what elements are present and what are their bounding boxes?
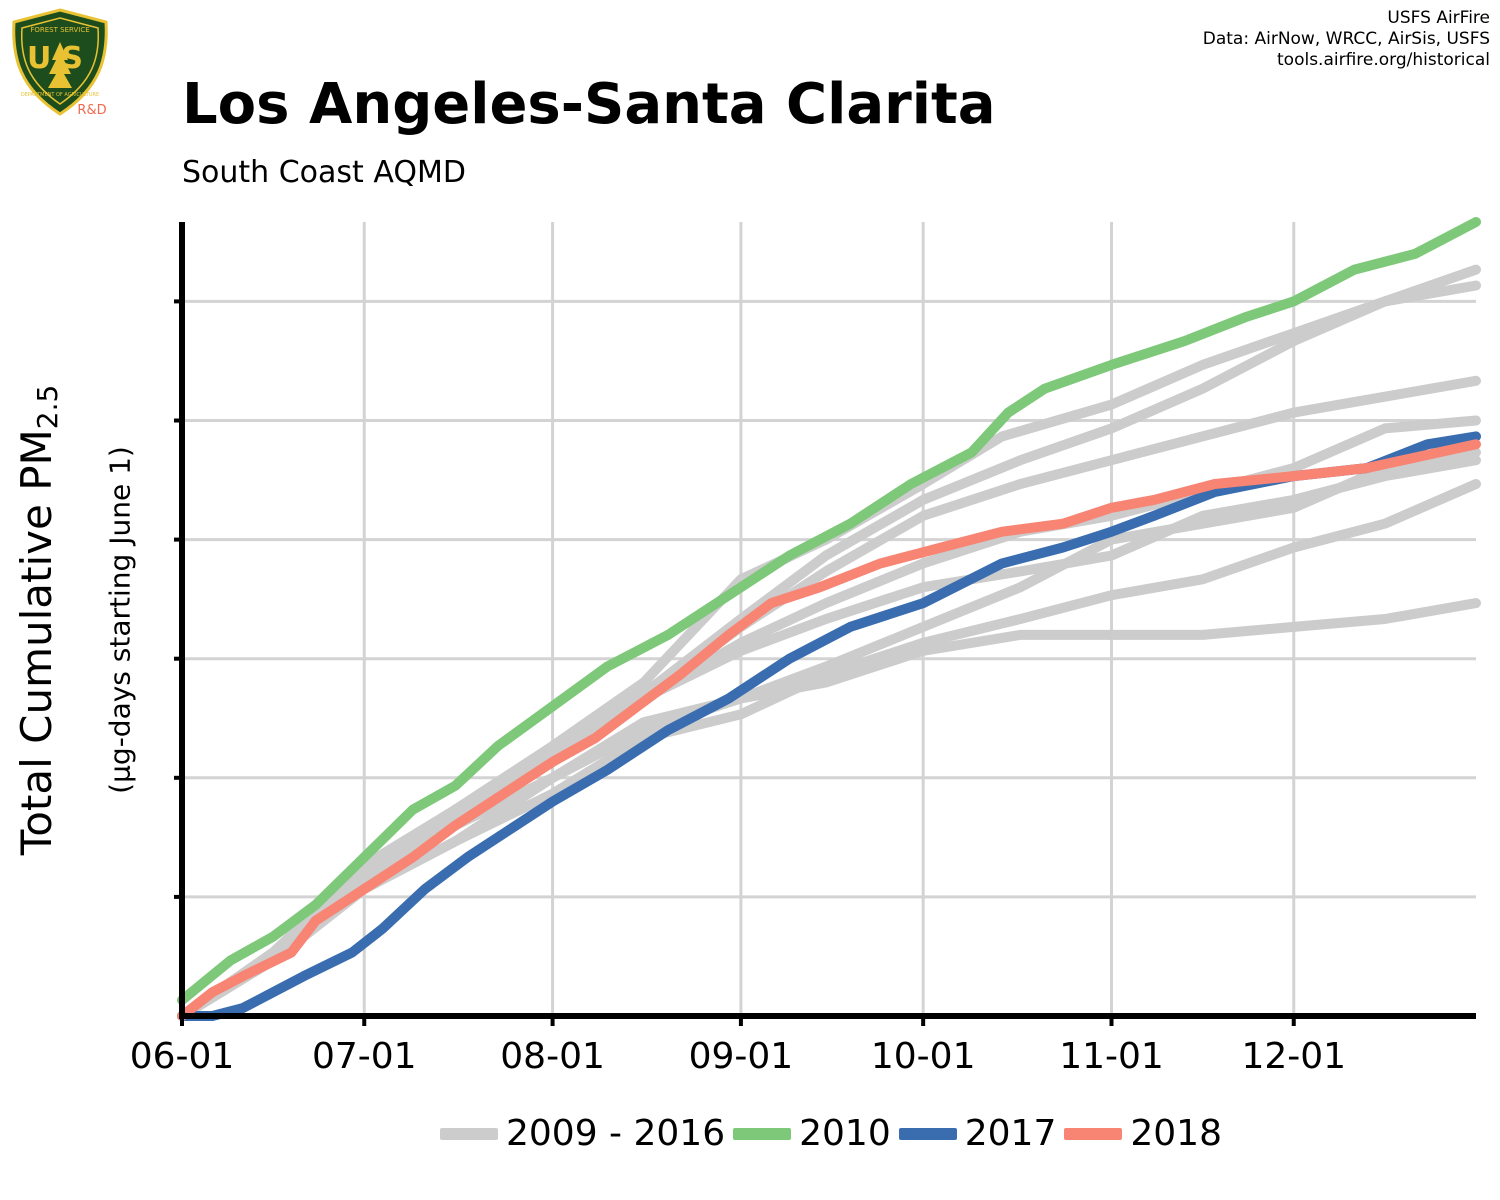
legend-swatch (440, 1127, 498, 1140)
legend-label: 2018 (1130, 1113, 1222, 1154)
credits: USFS AirFire Data: AirNow, WRCC, AirSis,… (1203, 8, 1490, 71)
logo-text-bottom: DEPARTMENT OF AGRICULTURE (21, 92, 99, 98)
x-tick-label: 07-01 (312, 1036, 417, 1077)
us-forest-service-shield-icon: FOREST SERVICE US DEPARTMENT OF AGRICULT… (12, 8, 108, 118)
legend-item: 2010 (733, 1113, 891, 1154)
legend-item: 2018 (1064, 1113, 1222, 1154)
legend-item: 2009 - 2016 (440, 1113, 725, 1154)
x-tick-label: 11-01 (1059, 1036, 1164, 1077)
axes: 06-01 07-01 08-01 09-01 10-01 11-01 12-01 (130, 222, 1476, 1077)
chart-subtitle: South Coast AQMD (182, 155, 466, 190)
series-line-2009-2016 (177, 447, 1481, 1021)
series-line-2010 (177, 217, 1481, 1006)
legend-label: 2017 (964, 1113, 1057, 1154)
legend-item: 2017 (898, 1113, 1057, 1154)
credit-line: Data: AirNow, WRCC, AirSis, USFS (1202, 29, 1490, 49)
x-tick-label: 08-01 (500, 1036, 605, 1077)
series-line-2009-2016 (177, 280, 1481, 1021)
x-tick-label: 12-01 (1241, 1036, 1346, 1077)
logo-text-top: FOREST SERVICE (30, 26, 89, 34)
legend-swatch (1064, 1127, 1123, 1140)
logo-tag: R&D (77, 103, 106, 118)
legend: 2009 - 2016 2010 2017 2018 (440, 1113, 1230, 1154)
credit-line: tools.airfire.org/historical (1277, 50, 1490, 70)
chart-title: Los Angeles-Santa Clarita (182, 72, 996, 137)
legend-label: 2009 - 2016 (506, 1113, 726, 1154)
series-line-2017 (177, 431, 1481, 1021)
legend-swatch (898, 1127, 957, 1140)
x-tick-label: 10-01 (871, 1036, 976, 1077)
x-tick-label: 09-01 (689, 1036, 794, 1077)
series-lines (177, 217, 1481, 1021)
legend-swatch (733, 1127, 792, 1140)
legend-label: 2010 (799, 1113, 891, 1154)
series-line-2018 (177, 439, 1481, 1021)
credit-line: USFS AirFire (1387, 8, 1490, 28)
x-tick-label: 06-01 (130, 1036, 235, 1077)
